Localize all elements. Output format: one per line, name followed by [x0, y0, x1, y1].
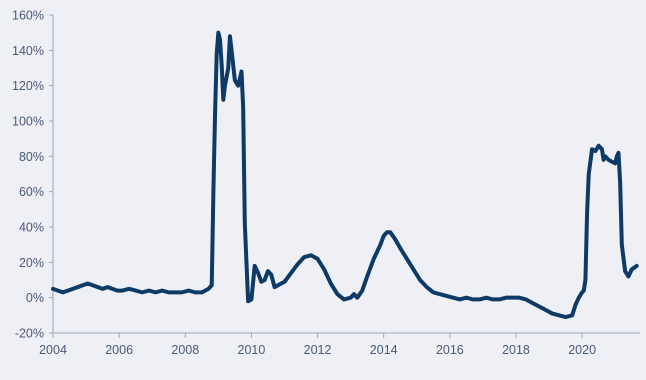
y-tick-label: 140% [12, 44, 44, 58]
x-tick-label: 2020 [568, 343, 596, 357]
x-tick-label: 2016 [436, 343, 464, 357]
x-tick-label: 2006 [105, 343, 133, 357]
x-axis: 2004 2006 2008 2010 2012 2014 2016 2018 2020 [39, 332, 640, 357]
series-line [51, 30, 639, 320]
x-tick-label: 2010 [238, 343, 266, 357]
y-tick-label: 20% [19, 256, 44, 270]
y-tick-label: 120% [12, 79, 44, 93]
y-tick-label: 40% [19, 221, 44, 235]
y-tick-label: -20% [15, 327, 44, 341]
y-tick-label: 80% [19, 150, 44, 164]
x-tick-label: 2012 [304, 343, 332, 357]
x-tick-label: 2004 [39, 343, 67, 357]
y-tick-label: 60% [19, 185, 44, 199]
x-tick-label: 2014 [370, 343, 398, 357]
series-layer [51, 30, 639, 320]
y-tick-label: 0% [26, 291, 44, 305]
y-tick-label: 100% [12, 115, 44, 129]
x-tick-label: 2008 [171, 343, 199, 357]
y-tick-label: 160% [12, 9, 44, 23]
x-tick-label: 2018 [502, 343, 530, 357]
y-axis: -20% 0% 20% 40% 60% 80% 100% 120% 140% 160% [12, 9, 54, 341]
